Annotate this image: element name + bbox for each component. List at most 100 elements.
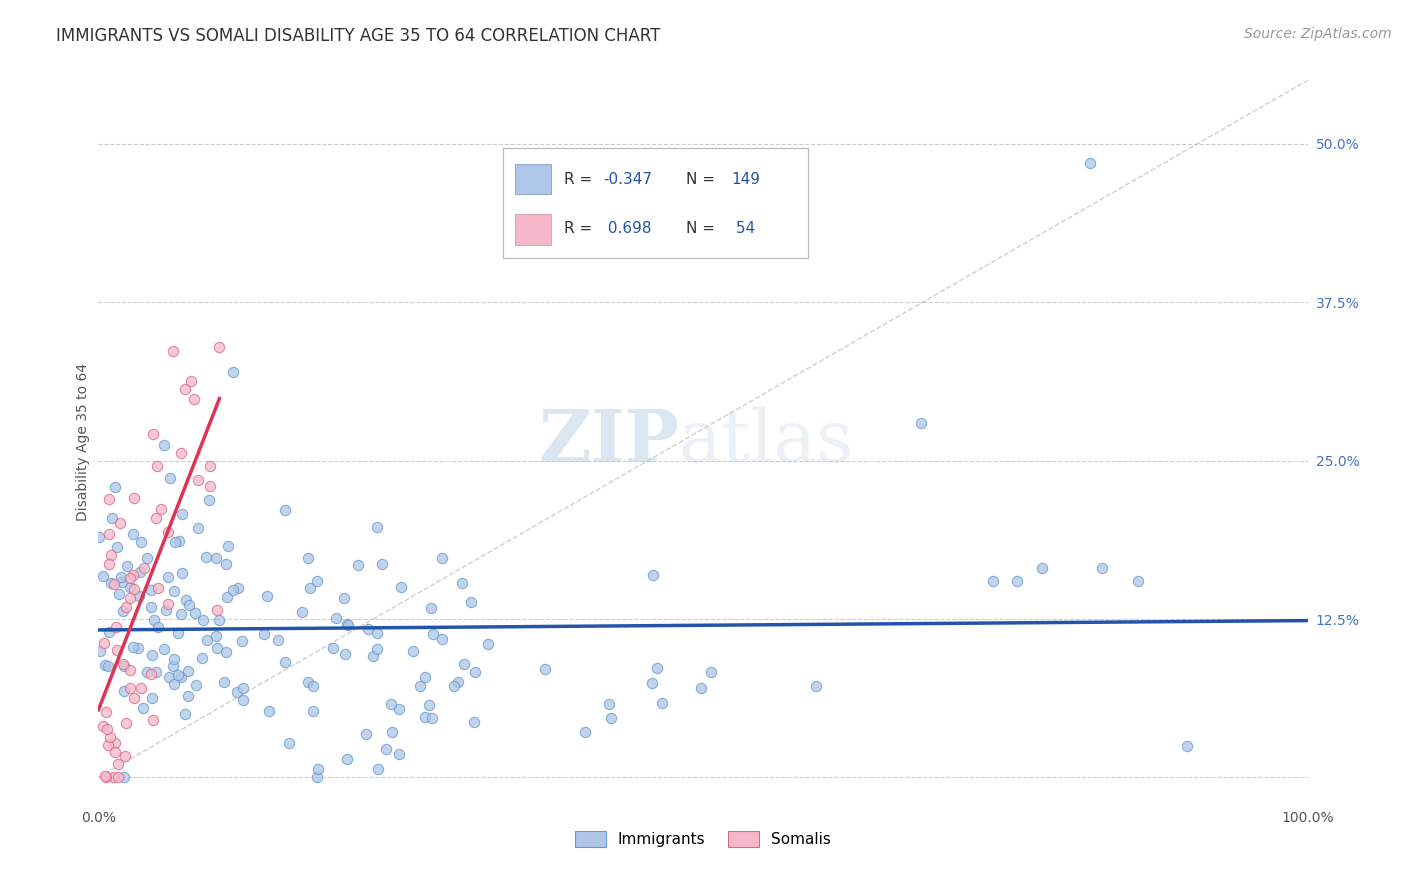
Point xyxy=(183,606,205,620)
Point xyxy=(111,574,134,589)
Point xyxy=(419,601,441,615)
Point xyxy=(205,640,228,655)
Point xyxy=(278,736,301,750)
Point xyxy=(122,640,145,655)
Point xyxy=(1078,155,1101,169)
Point xyxy=(112,684,135,698)
Point xyxy=(336,751,359,765)
Point xyxy=(413,710,436,724)
Point xyxy=(121,567,143,582)
Point xyxy=(225,684,247,698)
Point xyxy=(124,491,146,505)
Point xyxy=(105,620,128,634)
Point xyxy=(187,473,209,487)
Point xyxy=(336,616,359,631)
Point xyxy=(460,594,482,608)
Legend: Immigrants, Somalis: Immigrants, Somalis xyxy=(569,825,837,853)
Point xyxy=(128,589,150,603)
Point xyxy=(107,756,129,771)
Point xyxy=(598,697,620,711)
Point xyxy=(166,625,188,640)
Point xyxy=(124,691,146,706)
Point xyxy=(354,727,377,741)
Point xyxy=(388,747,411,761)
Point xyxy=(170,607,193,621)
Point xyxy=(374,742,396,756)
Point xyxy=(173,382,195,396)
Point xyxy=(153,641,176,656)
Point xyxy=(157,597,180,611)
Point xyxy=(174,592,197,607)
Point xyxy=(172,508,194,522)
Point xyxy=(322,640,344,655)
Point xyxy=(156,525,179,540)
Point xyxy=(187,521,209,535)
Point xyxy=(363,649,385,664)
Point xyxy=(381,725,404,739)
Point xyxy=(366,520,388,534)
Point xyxy=(645,661,668,675)
Point xyxy=(94,658,117,673)
Point xyxy=(689,681,711,696)
Point xyxy=(112,658,135,673)
Point xyxy=(388,702,411,716)
Point xyxy=(357,622,380,636)
Point xyxy=(157,670,180,684)
Point xyxy=(104,480,127,494)
Point xyxy=(103,771,125,785)
Point xyxy=(100,548,122,562)
Point xyxy=(232,692,254,706)
Point xyxy=(107,771,129,785)
Point xyxy=(274,656,297,670)
Point xyxy=(118,663,141,677)
Point xyxy=(232,681,254,696)
Point xyxy=(333,591,356,606)
Point xyxy=(366,626,388,640)
Point xyxy=(305,574,328,589)
Point xyxy=(197,493,219,508)
Point xyxy=(96,723,118,737)
Point xyxy=(111,657,134,672)
Point xyxy=(163,652,186,666)
Point xyxy=(145,511,167,525)
Point xyxy=(699,665,721,679)
Point xyxy=(97,527,120,541)
Point xyxy=(453,657,475,671)
Text: R =: R = xyxy=(564,171,596,186)
Point xyxy=(981,574,1004,588)
Point xyxy=(118,681,141,696)
Point xyxy=(477,637,499,651)
Point xyxy=(600,711,623,725)
Point xyxy=(333,647,356,661)
Point xyxy=(208,340,231,354)
Point xyxy=(307,762,329,776)
Text: ZIP: ZIP xyxy=(538,406,679,477)
Point xyxy=(142,713,165,727)
Point xyxy=(450,575,472,590)
Point xyxy=(105,643,128,657)
Point xyxy=(200,479,222,493)
Point xyxy=(1091,561,1114,575)
Point xyxy=(222,582,245,597)
Point xyxy=(98,625,121,640)
Point xyxy=(107,586,129,600)
Point xyxy=(163,584,186,599)
FancyBboxPatch shape xyxy=(515,163,551,194)
Point xyxy=(122,526,145,541)
Point xyxy=(222,365,245,379)
Text: N =: N = xyxy=(686,221,720,236)
Point xyxy=(97,658,120,673)
Point xyxy=(302,704,325,718)
Point xyxy=(198,459,221,474)
Point xyxy=(124,582,146,597)
Point xyxy=(253,626,276,640)
Text: N =: N = xyxy=(686,171,720,186)
Point xyxy=(402,644,425,658)
Point xyxy=(641,675,664,690)
Point xyxy=(408,679,430,693)
Point xyxy=(166,668,188,682)
Point xyxy=(120,591,142,605)
Text: 0.698: 0.698 xyxy=(603,221,652,236)
Point xyxy=(129,565,152,579)
Point xyxy=(132,700,155,714)
